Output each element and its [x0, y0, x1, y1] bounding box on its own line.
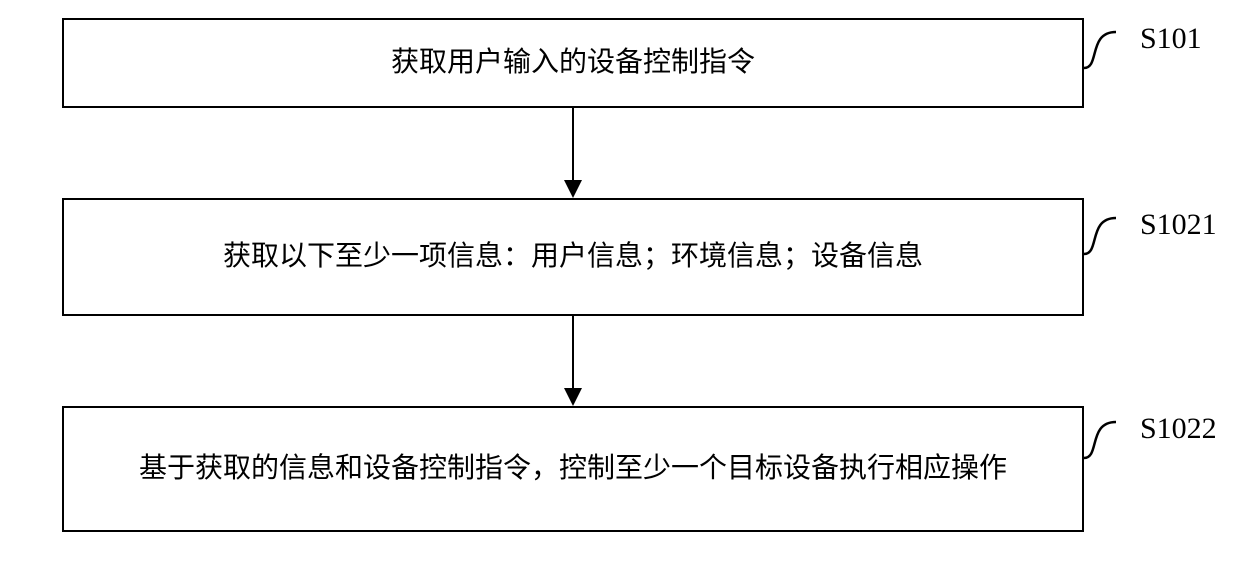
bracket-icon [1082, 214, 1122, 258]
arrow-down-icon [564, 180, 582, 198]
flow-node-label-s101: S101 [1140, 22, 1202, 56]
flow-arrow [572, 316, 574, 388]
flow-node-text: 基于获取的信息和设备控制指令，控制至少一个目标设备执行相应操作 [139, 450, 1007, 488]
flow-node-s101: 获取用户输入的设备控制指令 [62, 18, 1084, 108]
flow-node-s1022: 基于获取的信息和设备控制指令，控制至少一个目标设备执行相应操作 [62, 406, 1084, 532]
flow-node-label-s1021: S1021 [1140, 208, 1217, 242]
flow-node-s1021: 获取以下至少一项信息：用户信息；环境信息；设备信息 [62, 198, 1084, 316]
bracket-icon [1082, 28, 1122, 72]
flow-node-label-s1022: S1022 [1140, 412, 1217, 446]
arrow-down-icon [564, 388, 582, 406]
flow-arrow [572, 108, 574, 180]
bracket-icon [1082, 418, 1122, 462]
flow-node-text: 获取用户输入的设备控制指令 [391, 44, 755, 82]
flow-node-text: 获取以下至少一项信息：用户信息；环境信息；设备信息 [223, 238, 923, 276]
